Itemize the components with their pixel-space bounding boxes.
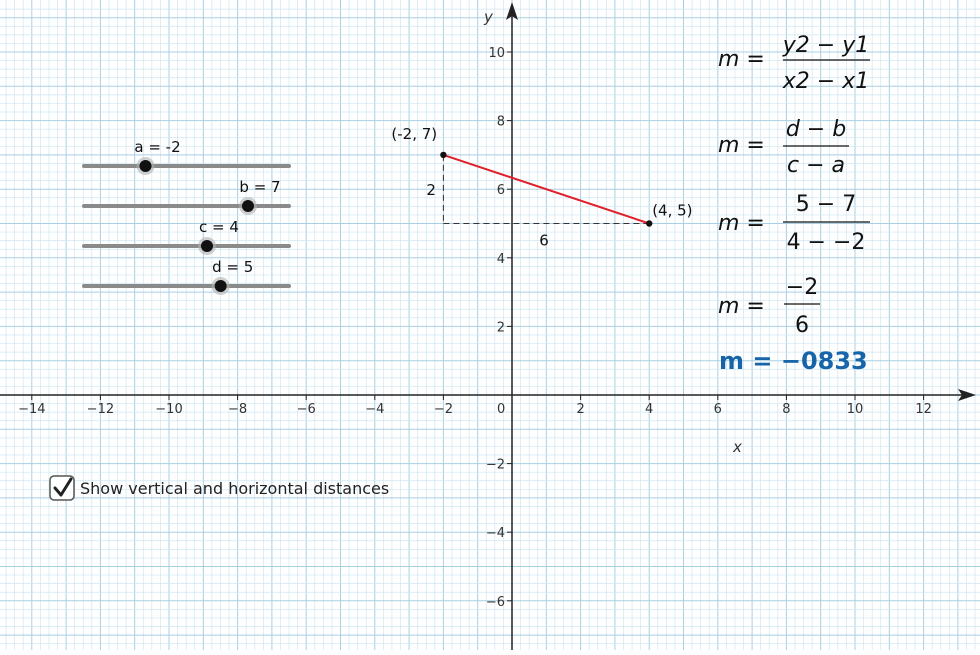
- segment-line[interactable]: [443, 153, 650, 225]
- formula-4: m = −2 6: [718, 275, 820, 338]
- y-tick-label: 10: [488, 46, 505, 61]
- point-b-label: (4, 5): [652, 202, 692, 220]
- distance-lines: 2 6: [426, 154, 650, 250]
- formula-1-lhs: m =: [718, 47, 765, 72]
- y-tick-label: 6: [497, 183, 505, 198]
- check-icon: [53, 477, 73, 497]
- checkbox-label: Show vertical and horizontal distances: [80, 479, 389, 498]
- slider-knob[interactable]: [242, 200, 254, 212]
- vertical-distance-label: 2: [426, 181, 436, 199]
- point-a[interactable]: [440, 151, 447, 159]
- formula-4-numerator: −2: [786, 275, 818, 300]
- horizontal-distance-label: 6: [539, 232, 549, 250]
- x-tick-label: 4: [645, 402, 653, 417]
- x-tick-label: 12: [915, 402, 932, 417]
- formula-3: m = 5 − 7 4 − −2: [718, 192, 870, 255]
- x-tick-label: 10: [847, 402, 864, 417]
- x-tick-label: 8: [782, 402, 790, 417]
- y-axis-label: y: [483, 8, 494, 26]
- formula-4-lhs: m =: [718, 294, 765, 319]
- slider-knob[interactable]: [214, 280, 227, 292]
- y-axis-arrow-icon: [506, 2, 518, 20]
- x-tick-label: −4: [365, 402, 384, 417]
- formula-2-numerator: d − b: [786, 117, 846, 142]
- x-axis-arrow-icon: [958, 389, 976, 401]
- x-tick-label: −8: [228, 402, 247, 417]
- point-a-label: (-2, 7): [391, 125, 437, 143]
- distance-checkbox[interactable]: Show vertical and horizontal distances: [49, 475, 389, 501]
- slider-label: d = 5: [212, 258, 253, 276]
- x-tick-group: −14 −12 −10 −8 −6 −4 −2 2 4 6 8 10 12: [18, 395, 932, 417]
- y-tick-label: 2: [497, 320, 505, 335]
- x-tick-label: −2: [434, 402, 453, 417]
- formula-3-denominator: 4 − −2: [787, 230, 866, 255]
- slider-label: b = 7: [239, 178, 280, 196]
- formula-1-numerator: y2 − y1: [782, 33, 869, 58]
- x-tick-label: −14: [18, 402, 45, 417]
- slider-b[interactable]: b = 7: [82, 178, 291, 215]
- slider-group: a = -2 b = 7 c = 4 d = 5: [82, 138, 291, 295]
- x-tick-label: −10: [155, 402, 182, 417]
- x-tick-label: −6: [297, 402, 316, 417]
- y-tick-label: −2: [486, 458, 505, 473]
- origin-label: 0: [497, 402, 505, 417]
- formula-2: m = d − b c − a: [718, 117, 849, 178]
- formula-1: m = y2 − y1 x2 − x1: [718, 33, 870, 94]
- slider-knob[interactable]: [201, 240, 213, 252]
- y-tick-label: −6: [486, 595, 505, 610]
- formula-2-lhs: m =: [718, 133, 765, 158]
- y-tick-label: 8: [497, 115, 505, 130]
- point-b[interactable]: [646, 220, 653, 227]
- slider-c[interactable]: c = 4: [82, 218, 291, 255]
- formula-3-numerator: 5 − 7: [796, 192, 856, 217]
- formula-1-denominator: x2 − x1: [782, 69, 869, 94]
- formula-2-denominator: c − a: [787, 153, 845, 178]
- x-tick-label: 6: [714, 402, 722, 417]
- formula-4-denominator: 6: [795, 313, 809, 338]
- slider-label: c = 4: [199, 218, 239, 236]
- formula-3-lhs: m =: [718, 211, 765, 236]
- y-tick-group: 10 8 6 4 2 −2 −4 −6: [486, 46, 512, 610]
- y-tick-label: 4: [497, 252, 505, 267]
- slider-label: a = -2: [134, 138, 180, 156]
- slope-formulas: m = y2 − y1 x2 − x1 m = d − b c − a m = …: [718, 33, 870, 375]
- y-tick-label: −4: [486, 526, 505, 541]
- x-axis-label: x: [732, 438, 742, 456]
- slider-d[interactable]: d = 5: [82, 258, 291, 295]
- slope-result: m = −0833: [719, 347, 868, 375]
- slider-a[interactable]: a = -2: [82, 138, 291, 175]
- x-tick-label: −12: [87, 402, 114, 417]
- slider-knob[interactable]: [139, 160, 152, 172]
- x-tick-label: 2: [576, 402, 584, 417]
